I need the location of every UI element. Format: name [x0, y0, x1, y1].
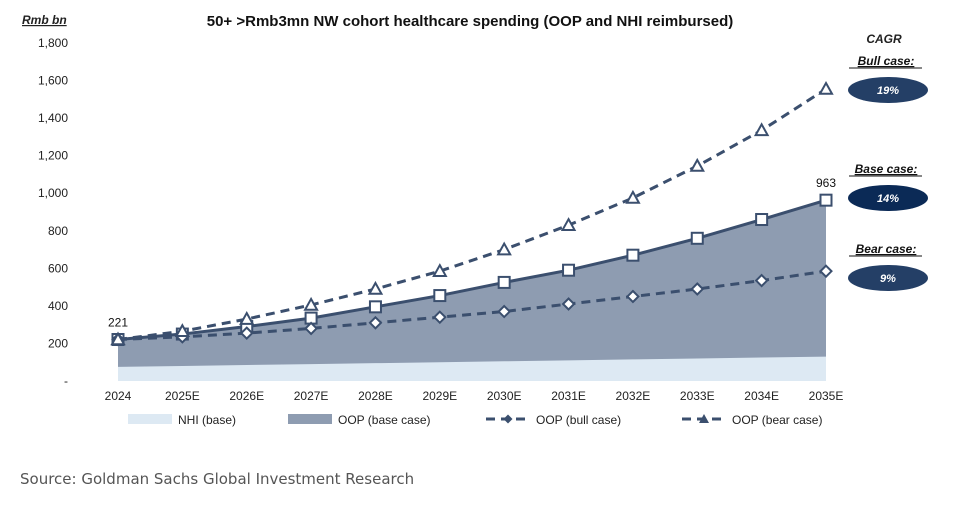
cagr-badge — [848, 185, 928, 211]
oop-base-marker — [497, 275, 511, 289]
oop-bear-marker — [497, 304, 512, 319]
oop-base-marker — [433, 289, 447, 303]
oop-base-marker — [626, 248, 640, 262]
oop-bull-marker — [303, 296, 319, 311]
y-tick-label: 1,600 — [38, 74, 68, 88]
y-tick-label: 800 — [48, 224, 68, 238]
x-tick-label: 2028E — [358, 389, 393, 403]
x-tick-label: 2029E — [422, 389, 457, 403]
x-tick-label: 2030E — [487, 389, 522, 403]
legend-marker-bear — [699, 414, 709, 423]
legend-swatch-nhi — [128, 414, 172, 424]
oop-base-line — [117, 198, 827, 341]
oop-bear-marker — [690, 282, 705, 296]
cagr-panel: CAGR Bull case: 19% Base case: 14% Bear case:… — [848, 32, 928, 291]
oop-bear-marker — [239, 326, 254, 341]
y-tick-label: - — [64, 374, 68, 388]
x-tick-label: 2032E — [616, 389, 651, 403]
chart: 50+ >Rmb3mn NW cohort healthcare spendin… — [22, 13, 928, 427]
cagr-case-label: Bear case: — [856, 242, 917, 256]
data-label: 963 — [816, 176, 836, 190]
source-note: Source: Goldman Sachs Global Investment … — [20, 470, 415, 488]
x-tick-label: 2034E — [744, 389, 779, 403]
chart-title: 50+ >Rmb3mn NW cohort healthcare spendin… — [207, 13, 734, 30]
y-tick-label: 1,000 — [38, 186, 68, 200]
x-tick-label: 2027E — [294, 389, 329, 403]
legend: NHI (base) OOP (base case) OOP (bull case)… — [128, 413, 822, 427]
x-tick-label: 2035E — [809, 389, 844, 403]
oop-base-marker — [690, 231, 704, 245]
data-label: 221 — [108, 316, 128, 330]
cagr-title: CAGR — [866, 32, 902, 46]
cagr-case-label: Base case: — [855, 162, 918, 176]
oop-bear-marker — [819, 264, 833, 279]
oop-bull-marker — [367, 280, 384, 295]
oop-bull-marker — [110, 331, 126, 346]
y-tick-label: 1,200 — [38, 149, 68, 163]
legend-label: OOP (base case) — [338, 413, 430, 427]
oop-bull-marker — [625, 189, 641, 204]
oop-bear-marker — [561, 297, 576, 311]
cagr-badge-value: 9% — [880, 273, 896, 285]
x-tick-label: 2031E — [551, 389, 586, 403]
oop-bull-marker — [818, 80, 834, 95]
y-axis-unit: Rmb bn — [22, 13, 67, 27]
x-tick-label: 2033E — [680, 389, 715, 403]
plot-area: 221 963 — [108, 80, 836, 381]
x-tick-label: 2025E — [165, 389, 200, 403]
cagr-badge-value: 19% — [877, 85, 899, 97]
legend-marker-bull — [503, 414, 513, 424]
oop-bull-marker — [689, 157, 705, 172]
oop-bull-marker — [560, 217, 577, 231]
oop-bull-marker — [496, 241, 512, 256]
oop-bull-marker — [432, 263, 448, 277]
x-axis-ticks: 2024 2025E 2026E 2027E 2028E 2029E 2030E 2031E 2… — [105, 389, 844, 403]
nhi-area — [118, 356, 826, 381]
y-axis-ticks: - 200 400 600 800 1,000 1,200 1,400 1,600 1,800 — [38, 36, 68, 388]
oop-bear-marker — [754, 273, 769, 288]
oop-base-area — [118, 200, 826, 381]
cagr-badge-value: 14% — [877, 193, 899, 205]
legend-label: NHI (base) — [178, 413, 236, 427]
oop-bear-line — [117, 269, 827, 341]
legend-swatch-oop-base — [288, 414, 332, 424]
legend-label: OOP (bull case) — [536, 413, 621, 427]
oop-bull-marker — [174, 323, 191, 338]
oop-bear-marker — [625, 289, 640, 304]
cagr-case-label: Bull case: — [858, 54, 915, 68]
oop-base-marker — [819, 193, 833, 207]
oop-bull-marker — [753, 122, 770, 137]
cagr-badge — [848, 265, 928, 291]
oop-bull-line — [117, 87, 827, 341]
oop-base-marker — [368, 300, 382, 314]
oop-bear-marker — [432, 310, 447, 325]
oop-bear-marker — [368, 315, 383, 330]
y-tick-label: 200 — [48, 336, 68, 350]
oop-base-marker — [755, 213, 769, 227]
oop-bull-marker — [239, 310, 255, 325]
x-tick-label: 2024 — [105, 389, 132, 403]
x-tick-label: 2026E — [229, 389, 264, 403]
y-tick-label: 400 — [48, 299, 68, 313]
legend-label: OOP (bear case) — [732, 413, 822, 427]
y-tick-label: 600 — [48, 261, 68, 275]
oop-bear-marker — [304, 321, 319, 336]
cagr-badge — [848, 77, 928, 103]
y-tick-label: 1,800 — [38, 36, 68, 50]
y-tick-label: 1,400 — [38, 111, 68, 125]
oop-base-marker — [562, 263, 576, 277]
